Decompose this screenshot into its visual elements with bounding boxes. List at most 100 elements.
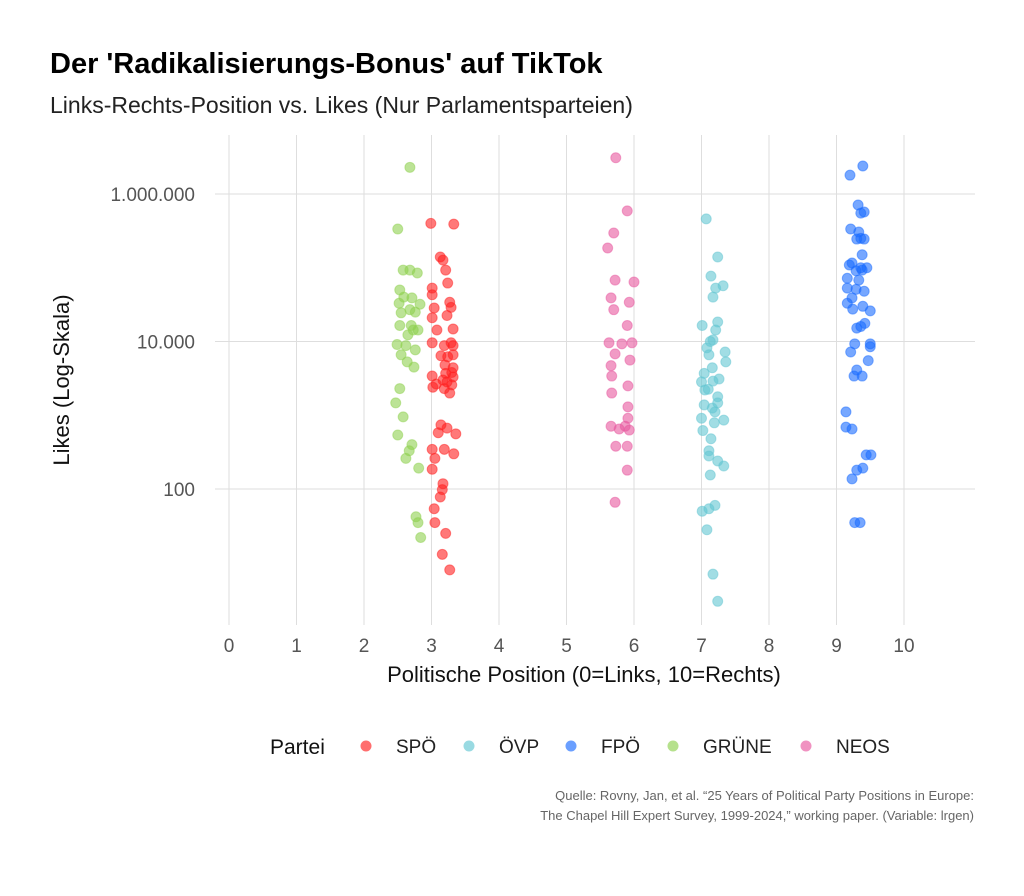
data-point (624, 354, 636, 366)
data-point (447, 349, 459, 361)
data-point (447, 362, 459, 374)
data-point (394, 383, 406, 395)
data-point (603, 337, 615, 349)
data-point (857, 160, 869, 172)
series-övp (696, 213, 732, 607)
legend-label: NEOS (836, 737, 890, 758)
data-point (426, 463, 438, 475)
data-point (848, 370, 860, 382)
data-point (426, 337, 438, 349)
data-point (719, 346, 731, 358)
caption-line-2: The Chapel Hill Expert Survey, 1999-2024… (540, 808, 974, 823)
data-point (434, 491, 446, 503)
data-point (395, 349, 407, 361)
data-point (702, 383, 714, 395)
data-point (427, 381, 439, 393)
data-point (414, 298, 426, 310)
data-point (703, 450, 715, 462)
legend-label: ÖVP (499, 737, 539, 758)
x-tick-label: 0 (224, 636, 235, 657)
data-point (408, 361, 420, 373)
data-point (429, 452, 441, 464)
data-point (606, 370, 618, 382)
data-point (448, 218, 460, 230)
x-tick-label: 8 (764, 636, 775, 657)
data-point (608, 304, 620, 316)
data-point (705, 433, 717, 445)
series-grüne (390, 161, 427, 543)
x-tick-label: 7 (696, 636, 707, 657)
legend-label: SPÖ (396, 737, 436, 758)
y-axis-ticks: 1.000.000 10.000 100 (110, 185, 195, 501)
data-point (397, 411, 409, 423)
data-point (706, 362, 718, 374)
x-tick-label: 9 (831, 636, 842, 657)
data-point (696, 412, 707, 424)
data-point (390, 397, 402, 409)
x-axis-ticks: 0 1 2 3 4 5 6 7 8 9 10 (224, 636, 915, 657)
legend-label: GRÜNE (703, 737, 772, 758)
data-point (707, 568, 719, 580)
data-point (605, 360, 617, 372)
legend: Partei SPÖ ÖVP FPÖ GRÜNE NEOS (270, 736, 890, 759)
data-point (411, 267, 423, 279)
legend-item-grüne: GRÜNE (667, 737, 772, 758)
data-point (412, 324, 424, 336)
data-point (707, 291, 719, 303)
data-point (392, 223, 404, 235)
data-point (700, 213, 712, 225)
legend-item-övp: ÖVP (463, 737, 539, 758)
data-point (707, 375, 719, 387)
data-point (703, 503, 715, 515)
data-point (621, 205, 633, 217)
data-point (431, 324, 443, 336)
data-point (412, 517, 424, 529)
data-point (706, 402, 718, 414)
legend-title: Partei (270, 736, 325, 759)
legend-marker (800, 740, 812, 752)
data-point (718, 414, 730, 426)
data-point (626, 337, 638, 349)
data-point (441, 422, 453, 434)
data-point (392, 429, 404, 441)
data-point (628, 276, 640, 288)
series-spö (425, 217, 462, 576)
data-point (441, 310, 453, 322)
data-point (428, 302, 440, 314)
x-tick-label: 6 (629, 636, 640, 657)
data-point (447, 323, 459, 335)
y-tick-label: 100 (163, 480, 195, 501)
data-point (606, 387, 618, 399)
data-point (428, 503, 440, 515)
data-point (846, 423, 858, 435)
data-point (450, 428, 462, 440)
data-point (621, 440, 633, 452)
series-fpö (840, 160, 877, 529)
data-point (840, 406, 852, 418)
data-point (710, 324, 722, 336)
data-point (426, 443, 438, 455)
data-point (440, 264, 452, 276)
data-point (623, 296, 635, 308)
data-point (442, 277, 454, 289)
data-point (447, 371, 459, 383)
data-point (605, 292, 617, 304)
data-point (404, 161, 416, 173)
data-point (609, 348, 621, 360)
data-point (846, 473, 858, 485)
legend-label: FPÖ (601, 737, 640, 758)
x-tick-label: 1 (291, 636, 302, 657)
data-point (621, 464, 633, 476)
legend-item-neos: NEOS (800, 737, 890, 758)
data-point (856, 249, 868, 261)
data-point (610, 152, 622, 164)
data-point (708, 417, 720, 429)
data-point (438, 340, 450, 352)
data-point (426, 289, 438, 301)
legend-item-spö: SPÖ (360, 737, 436, 758)
data-point (409, 344, 421, 356)
data-point (841, 272, 853, 284)
data-point (608, 227, 620, 239)
chart-title: Der 'Radikalisierungs-Bonus' auf TikTok (50, 48, 603, 80)
data-point (847, 303, 859, 315)
